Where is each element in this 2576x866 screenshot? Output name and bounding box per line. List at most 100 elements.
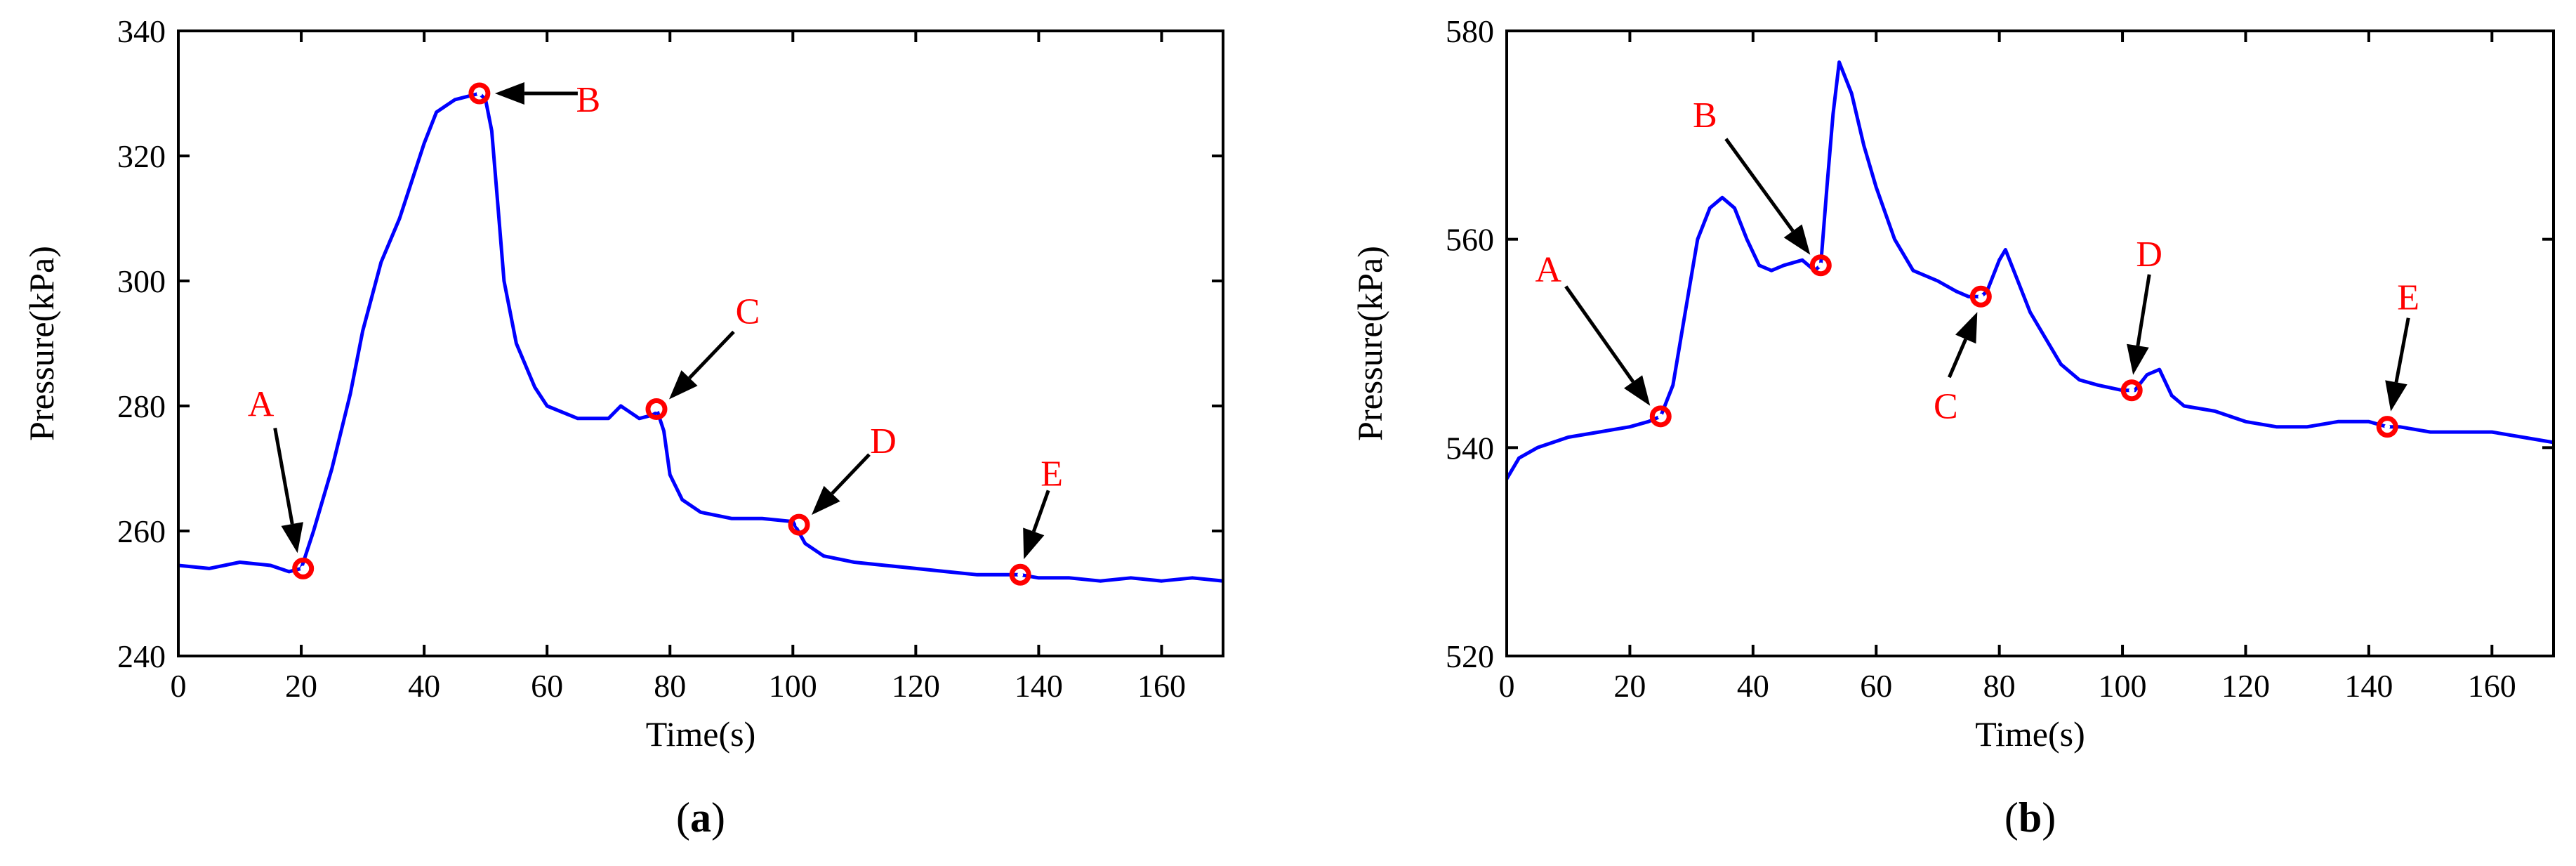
arrow-head xyxy=(2385,380,2407,412)
x-tick-label: 140 xyxy=(2344,668,2393,704)
arrow-shaft xyxy=(1031,490,1050,532)
arrow-head xyxy=(494,82,524,105)
x-tick-label: 60 xyxy=(1860,668,1892,704)
point-marker xyxy=(292,557,315,579)
x-tick-label: 40 xyxy=(1737,668,1769,704)
arrow-head xyxy=(1783,224,1811,255)
point-marker-center xyxy=(2129,387,2135,393)
annotation-e: E xyxy=(2376,278,2419,438)
y-tick-label: 520 xyxy=(1446,638,1494,674)
x-axis-label: Time(s) xyxy=(1975,714,2085,754)
y-axis-label: Pressure(kPa) xyxy=(22,246,61,441)
point-marker xyxy=(1969,285,1992,308)
arrow-head xyxy=(1023,527,1045,560)
x-tick-label: 80 xyxy=(654,668,686,704)
point-marker-center xyxy=(476,91,482,96)
arrow-shaft xyxy=(2394,317,2410,383)
arrow-head xyxy=(1955,312,1978,344)
annotation-label: B xyxy=(1693,96,1717,136)
y-tick-label: 300 xyxy=(117,263,166,299)
x-axis-label: Time(s) xyxy=(646,714,756,754)
y-tick-label: 560 xyxy=(1446,222,1494,258)
y-tick-label: 580 xyxy=(1446,13,1494,49)
x-tick-label: 100 xyxy=(2099,668,2147,704)
x-tick-label: 140 xyxy=(1015,668,1063,704)
arrow-shaft xyxy=(1948,338,1968,379)
annotation-label: C xyxy=(1934,386,1958,426)
point-marker-center xyxy=(1017,572,1024,578)
y-tick-label: 540 xyxy=(1446,430,1494,466)
series-line xyxy=(178,91,1223,583)
panel-letter: a xyxy=(690,794,711,841)
axes-frame xyxy=(1505,29,2555,657)
x-tick-label: 20 xyxy=(1613,668,1646,704)
annotation-label: A xyxy=(1535,250,1561,290)
y-axis-label: Pressure(kPa) xyxy=(1350,246,1389,441)
x-tick-label: 60 xyxy=(531,668,563,704)
point-marker xyxy=(2376,416,2398,438)
panel-label: (a) xyxy=(676,794,725,841)
arrow-shaft xyxy=(273,427,294,525)
x-tick-label: 20 xyxy=(285,668,317,704)
point-marker-center xyxy=(796,522,802,528)
arrow-head xyxy=(812,485,840,516)
panel-letter: b xyxy=(2019,794,2042,841)
annotation-label: B xyxy=(576,80,601,120)
annotation-label: A xyxy=(248,384,275,424)
arrow-head xyxy=(2127,343,2149,375)
y-tick-label: 240 xyxy=(117,638,166,674)
annotation-label: E xyxy=(1041,454,1063,494)
point-marker-center xyxy=(1818,262,1824,268)
x-tick-label: 120 xyxy=(2221,668,2270,704)
x-tick-label: 160 xyxy=(1137,668,1186,704)
x-tick-label: 40 xyxy=(408,668,440,704)
annotation-c: C xyxy=(1934,285,1992,426)
arrow-shaft xyxy=(1724,138,1795,232)
point-marker xyxy=(645,398,668,420)
panel-label: (b) xyxy=(2004,794,2056,841)
x-tick-label: 100 xyxy=(769,668,817,704)
annotation-label: D xyxy=(870,421,897,461)
annotation-b: B xyxy=(1693,96,1832,277)
annotation-a: A xyxy=(1535,250,1672,428)
x-tick-label: 0 xyxy=(171,668,187,704)
annotation-d: D xyxy=(2120,235,2162,402)
point-marker xyxy=(1809,254,1832,277)
y-tick-label: 260 xyxy=(117,513,166,549)
arrow-head xyxy=(281,522,303,553)
annotation-d: D xyxy=(788,421,897,536)
arrow-shaft xyxy=(1564,285,1635,383)
point-marker-center xyxy=(653,406,659,412)
annotation-a: A xyxy=(248,384,315,579)
annotation-b: B xyxy=(468,80,601,120)
point-marker xyxy=(1009,563,1031,586)
arrow-shaft xyxy=(688,330,735,379)
point-marker-center xyxy=(1658,413,1664,419)
arrow-shaft xyxy=(831,453,871,495)
series-line xyxy=(1507,60,2554,480)
point-marker xyxy=(2120,379,2143,402)
point-marker-center xyxy=(2384,424,2391,430)
x-tick-label: 120 xyxy=(892,668,940,704)
x-tick-label: 160 xyxy=(2468,668,2516,704)
arrow-shaft xyxy=(2136,274,2151,346)
point-marker xyxy=(1649,405,1672,428)
annotation-label: E xyxy=(2397,278,2419,318)
arrow-head xyxy=(669,370,698,400)
chart-panel-a: A B C D E 0 20 40 60 80 100 120 140 160 240 260 280 300 3… xyxy=(22,13,1224,841)
point-marker xyxy=(788,513,810,536)
annotation-label: C xyxy=(736,291,760,332)
annotation-label: D xyxy=(2136,235,2162,275)
point-marker-center xyxy=(1978,294,1984,300)
point-marker-center xyxy=(300,565,306,572)
annotation-c: C xyxy=(645,291,760,420)
x-tick-label: 80 xyxy=(1983,668,2016,704)
point-marker xyxy=(468,82,491,105)
y-tick-label: 340 xyxy=(117,13,166,49)
arrow-head xyxy=(1624,375,1651,406)
y-tick-label: 280 xyxy=(117,388,166,424)
x-tick-label: 0 xyxy=(1499,668,1515,704)
axes-frame xyxy=(177,29,1224,657)
